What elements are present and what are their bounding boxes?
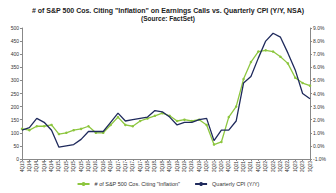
- svg-text:1Q20: 1Q20: [204, 161, 209, 173]
- svg-text:3Q20: 3Q20: [219, 161, 224, 173]
- svg-text:250: 250: [11, 91, 20, 97]
- svg-text:4Q14: 4Q14: [49, 161, 54, 173]
- svg-text:350: 350: [11, 64, 20, 70]
- svg-text:50: 50: [13, 143, 19, 149]
- svg-text:4.0%: 4.0%: [313, 91, 325, 97]
- svg-text:4Q15: 4Q15: [79, 161, 84, 173]
- svg-text:-1.0%: -1.0%: [313, 156, 327, 162]
- svg-text:0.0%: 0.0%: [313, 143, 325, 149]
- svg-text:6.0%: 6.0%: [313, 64, 325, 70]
- svg-text:300: 300: [11, 77, 20, 83]
- svg-text:2Q22: 2Q22: [271, 161, 276, 173]
- svg-text:1Q22: 1Q22: [263, 161, 268, 173]
- svg-text:(Source: FactSet): (Source: FactSet): [141, 15, 195, 23]
- svg-text:2Q19: 2Q19: [182, 161, 187, 173]
- svg-text:2Q15: 2Q15: [64, 161, 69, 173]
- svg-text:100: 100: [11, 130, 20, 136]
- svg-text:0: 0: [16, 156, 19, 162]
- svg-text:2Q18: 2Q18: [152, 161, 157, 173]
- svg-text:3Q18: 3Q18: [160, 161, 165, 173]
- svg-text:4Q18: 4Q18: [167, 161, 172, 173]
- svg-text:450: 450: [11, 38, 20, 44]
- svg-text:1Q23: 1Q23: [293, 161, 298, 173]
- svg-text:4Q17: 4Q17: [138, 161, 143, 173]
- svg-text:2Q16: 2Q16: [93, 161, 98, 173]
- svg-text:4Q22: 4Q22: [285, 161, 290, 173]
- svg-text:400: 400: [11, 51, 20, 57]
- svg-text:1Q17: 1Q17: [116, 161, 121, 173]
- svg-text:7.0%: 7.0%: [313, 51, 325, 57]
- svg-text:1.0%: 1.0%: [313, 130, 325, 136]
- svg-text:8.0%: 8.0%: [313, 38, 325, 44]
- svg-text:1Q18: 1Q18: [145, 161, 150, 173]
- svg-text:3Q23: 3Q23: [308, 161, 313, 173]
- svg-text:1Q15: 1Q15: [56, 161, 61, 173]
- svg-text:4Q13: 4Q13: [20, 161, 25, 173]
- svg-text:2Q23: 2Q23: [300, 161, 305, 173]
- svg-text:4Q20: 4Q20: [226, 161, 231, 173]
- svg-text:9.0%: 9.0%: [313, 25, 325, 31]
- svg-text:4Q19: 4Q19: [197, 161, 202, 173]
- svg-text:3Q15: 3Q15: [71, 161, 76, 173]
- svg-text:Quarterly CPI (Y/Y): Quarterly CPI (Y/Y): [212, 181, 260, 187]
- svg-text:1Q19: 1Q19: [175, 161, 180, 173]
- svg-text:2.0%: 2.0%: [313, 117, 325, 123]
- svg-text:3Q14: 3Q14: [42, 161, 47, 173]
- svg-text:3Q16: 3Q16: [101, 161, 106, 173]
- svg-text:3Q19: 3Q19: [189, 161, 194, 173]
- svg-text:2Q17: 2Q17: [123, 161, 128, 173]
- svg-text:2Q20: 2Q20: [212, 161, 217, 173]
- svg-text:4Q21: 4Q21: [256, 161, 261, 173]
- svg-text:1Q16: 1Q16: [86, 161, 91, 173]
- svg-text:150: 150: [11, 117, 20, 123]
- svg-text:3Q17: 3Q17: [130, 161, 135, 173]
- svg-text:5.0%: 5.0%: [313, 77, 325, 83]
- svg-text:200: 200: [11, 104, 20, 110]
- svg-text:# of S&P 500 Cos. Citing "Infl: # of S&P 500 Cos. Citing "Inflation" on …: [32, 7, 304, 15]
- svg-text:2Q14: 2Q14: [34, 161, 39, 173]
- svg-text:2Q21: 2Q21: [241, 161, 246, 173]
- svg-text:3Q21: 3Q21: [248, 161, 253, 173]
- svg-text:3.0%: 3.0%: [313, 104, 325, 110]
- svg-text:3Q22: 3Q22: [278, 161, 283, 173]
- svg-text:1Q14: 1Q14: [27, 161, 32, 173]
- svg-text:1Q21: 1Q21: [234, 161, 239, 173]
- svg-text:# of S&P 500 Cos. Citing "Infl: # of S&P 500 Cos. Citing "Inflation": [95, 181, 180, 187]
- svg-text:500: 500: [11, 25, 20, 31]
- svg-text:4Q16: 4Q16: [108, 161, 113, 173]
